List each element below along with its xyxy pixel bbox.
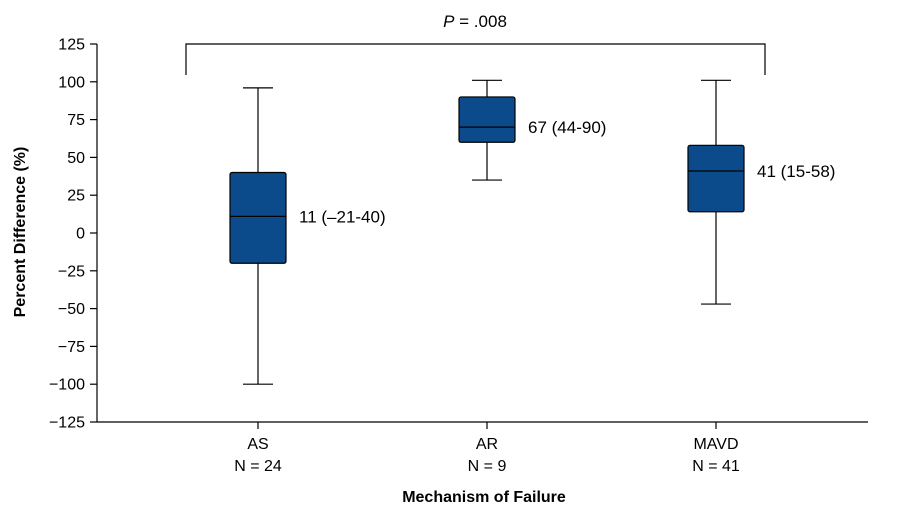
box-ar: 67 (44-90) [458, 79, 606, 181]
iqr-box [229, 171, 287, 264]
x-category-label: AR [476, 436, 498, 453]
y-axis-title: Percent Difference (%) [12, 147, 29, 318]
p-symbol: P [443, 12, 455, 31]
box-mavd: 41 (15-58) [687, 79, 835, 305]
y-tick-label: 75 [67, 112, 85, 129]
x-category-label: MAVD [693, 436, 738, 453]
significance-bracket: P = .008 [185, 12, 766, 75]
y-tick-label: 50 [67, 150, 85, 167]
y-tick-label: −25 [58, 263, 85, 280]
x-category-n-label: N = 41 [692, 458, 740, 475]
y-tick-label: −125 [49, 415, 85, 432]
y-tick-label: 25 [67, 188, 85, 205]
box-as: 11 (–21-40) [229, 87, 386, 385]
y-tick-label: 0 [76, 226, 85, 243]
boxes: 11 (–21-40) 67 (44-90) 41 (15-58) [229, 79, 835, 385]
p-value: = .008 [454, 12, 506, 31]
iqr-box [458, 96, 516, 143]
box-value-label: 67 (44-90) [528, 118, 606, 137]
y-tick-label: −75 [58, 339, 85, 356]
x-category-n-label: N = 9 [468, 458, 507, 475]
x-category-label: AS [247, 436, 268, 453]
box-value-label: 11 (–21-40) [299, 207, 386, 226]
p-value-label: P = .008 [443, 12, 507, 31]
y-tick-label: 100 [58, 74, 85, 91]
bracket-line [185, 43, 766, 75]
box-value-label: 41 (15-58) [757, 162, 835, 181]
x-axis-title: Mechanism of Failure [402, 489, 566, 506]
iqr-box [687, 144, 745, 213]
y-tick-label: −50 [58, 301, 85, 318]
y-tick-label: 125 [58, 37, 85, 54]
y-tick-label: −100 [49, 377, 85, 394]
x-category-n-label: N = 24 [234, 458, 282, 475]
y-axis: 125 100 75 50 25 0 −25 −50 −75 −100 −125 [49, 37, 98, 432]
x-axis: AS N = 24 AR N = 9 MAVD N = 41 [97, 421, 868, 475]
